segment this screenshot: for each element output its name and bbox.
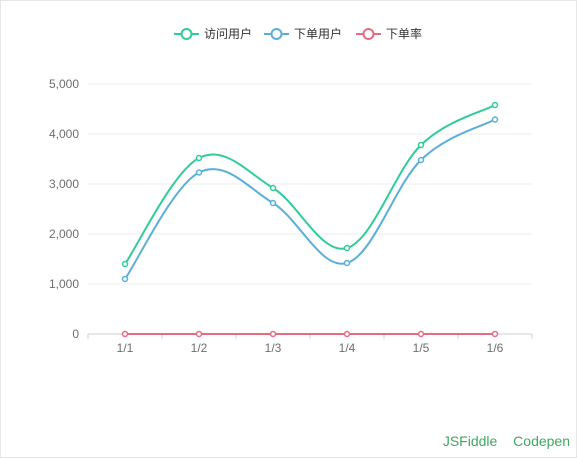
data-point[interactable] — [121, 260, 129, 268]
y-tick-label: 0 — [72, 327, 79, 341]
data-point[interactable] — [343, 330, 351, 338]
data-point[interactable] — [491, 101, 499, 109]
x-tick-label: 1/6 — [487, 341, 504, 355]
codepen-link[interactable]: Codepen — [513, 433, 570, 449]
series-group — [121, 101, 499, 338]
y-tick-label: 1,000 — [49, 277, 79, 291]
y-tick-label: 4,000 — [49, 127, 79, 141]
data-point[interactable] — [269, 330, 277, 338]
x-tick-label: 1/2 — [191, 341, 208, 355]
legend-item[interactable]: 访问用户 — [174, 26, 252, 41]
series-3 — [121, 330, 499, 338]
x-tick-label: 1/4 — [339, 341, 356, 355]
footer-links: JSFiddle Codepen — [431, 433, 570, 449]
x-axis: 1/1 1/2 1/3 1/4 1/5 1/6 — [87, 334, 533, 355]
data-point[interactable] — [417, 330, 425, 338]
data-point[interactable] — [121, 330, 129, 338]
legend-marker — [362, 28, 375, 40]
y-tick-label: 3,000 — [49, 177, 79, 191]
x-tick-label: 1/3 — [265, 341, 282, 355]
legend-label: 下单率 — [386, 26, 422, 41]
grid — [88, 83, 532, 335]
data-point[interactable] — [121, 275, 129, 283]
data-point[interactable] — [269, 199, 277, 207]
legend-item[interactable]: 下单率 — [356, 26, 422, 41]
y-tick-label: 2,000 — [49, 227, 79, 241]
x-tick-label: 1/1 — [117, 341, 134, 355]
legend: 访问用户 下单用户 下单率 — [174, 26, 422, 41]
series-line — [124, 118, 496, 280]
data-point[interactable] — [417, 156, 425, 164]
x-tick-label: 1/5 — [413, 341, 430, 355]
legend-marker — [180, 28, 193, 40]
data-point[interactable] — [195, 154, 203, 162]
data-point[interactable] — [491, 116, 499, 123]
series-2 — [121, 116, 499, 283]
data-point[interactable] — [269, 184, 277, 192]
data-point[interactable] — [343, 244, 351, 252]
legend-item[interactable]: 下单用户 — [264, 26, 342, 41]
legend-label: 下单用户 — [294, 26, 342, 41]
data-point[interactable] — [195, 169, 203, 176]
data-point[interactable] — [195, 330, 203, 338]
jsfiddle-link[interactable]: JSFiddle — [442, 433, 498, 449]
series-1 — [121, 101, 499, 268]
y-axis: 0 1,000 2,000 3,000 4,000 5,000 — [49, 77, 79, 341]
data-point[interactable] — [343, 259, 351, 267]
y-tick-label: 5,000 — [49, 77, 79, 91]
data-point[interactable] — [417, 141, 425, 149]
legend-marker — [270, 28, 283, 40]
data-point[interactable] — [491, 330, 499, 338]
legend-label: 访问用户 — [204, 26, 252, 41]
